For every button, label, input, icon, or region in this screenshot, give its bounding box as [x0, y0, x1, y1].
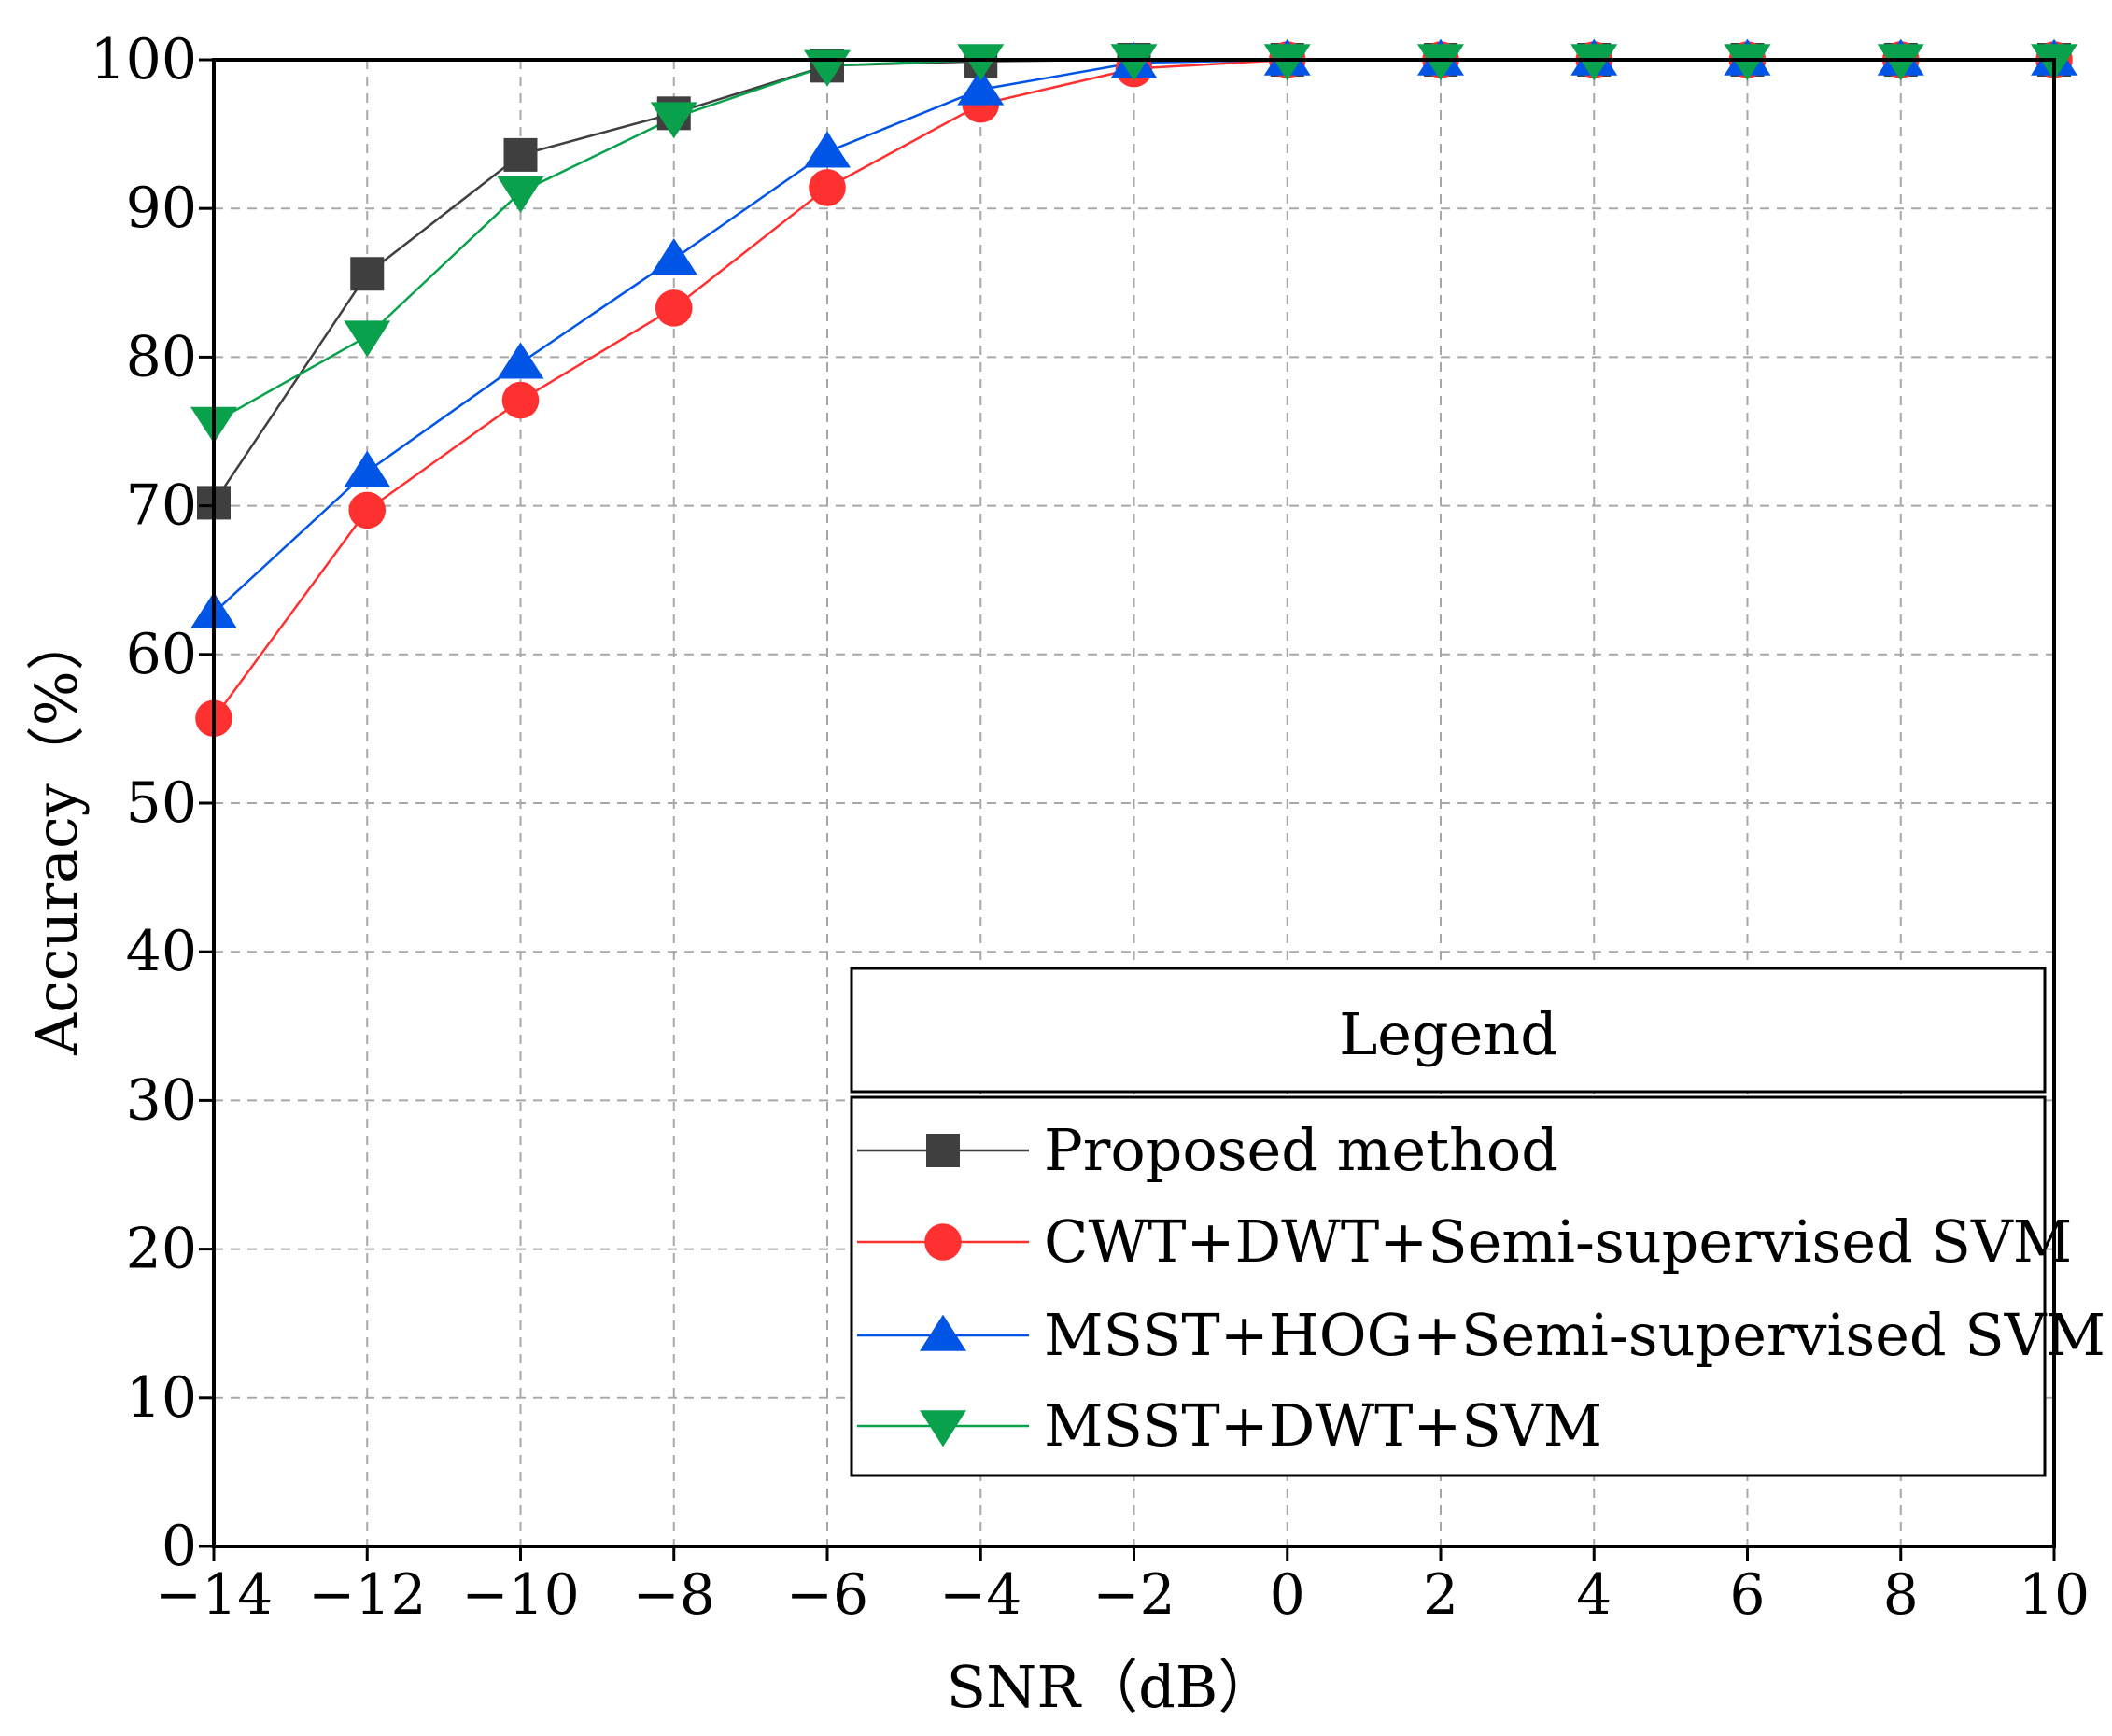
series-2-point: [348, 491, 387, 529]
x-tick-label: −10: [461, 1562, 580, 1628]
axis-ticks: [199, 58, 2056, 1561]
legend-marker-1: [926, 1134, 960, 1167]
y-tick-label: 40: [126, 919, 197, 984]
x-tick-label: 4: [1576, 1562, 1612, 1628]
series-4-point: [1417, 44, 1464, 81]
y-tick-label: 100: [90, 27, 197, 92]
x-axis-tick-labels: −14 −12 −10 −8 −6 −4 −2 0 2 4 6 8 10: [155, 1562, 2090, 1628]
series-4-point: [497, 176, 544, 214]
legend-title-box: [850, 967, 2047, 1094]
x-tick-label: −12: [308, 1562, 427, 1628]
series-3-point: [957, 68, 1005, 106]
series-4-point: [957, 44, 1005, 81]
legend-label-3: MSST+HOG+Semi-supervised SVM: [1044, 1301, 2105, 1369]
series-1-point: [503, 137, 538, 172]
x-tick-label: 6: [1729, 1562, 1765, 1628]
x-tick-label: 8: [1883, 1562, 1919, 1628]
y-tick-label: 70: [126, 473, 197, 539]
y-axis-tick-labels: 0 10 20 30 40 50 60 70 80 90 100: [90, 27, 197, 1579]
y-tick-label: 30: [126, 1067, 197, 1133]
x-tick-label: −8: [633, 1562, 715, 1628]
y-tick-label: 0: [162, 1514, 197, 1579]
y-tick-label: 50: [126, 770, 197, 836]
series-3-point: [650, 238, 697, 275]
y-tick-label: 10: [126, 1365, 197, 1431]
series-2-point: [501, 381, 540, 419]
x-tick-label: −14: [155, 1562, 274, 1628]
x-tick-label: 2: [1423, 1562, 1458, 1628]
legend-marker-2: [924, 1223, 962, 1261]
series-4-point: [1570, 44, 1618, 81]
x-tick-label: −4: [939, 1562, 1021, 1628]
y-axis-title: Accuracy（%）: [22, 613, 91, 1055]
grid-lines: [214, 60, 2054, 1546]
x-tick-label: −6: [786, 1562, 868, 1628]
legend-label-2: CWT+DWT+Semi-supervised SVM: [1044, 1207, 2072, 1276]
legend-label-4: MSST+DWT+SVM: [1044, 1391, 1602, 1460]
legend: Legend Proposed method CWT+DWT+Semi-superv…: [850, 967, 2105, 1477]
y-tick-label: 60: [126, 622, 197, 687]
legend-body-box: [850, 1095, 2047, 1477]
legend-marker-4: [920, 1410, 966, 1447]
x-axis-title: SNR（dB）: [947, 1653, 1276, 1721]
series-3-point: [497, 342, 544, 379]
series-4-point: [1724, 44, 1771, 81]
y-tick-label: 80: [126, 324, 197, 389]
y-tick-label: 90: [126, 176, 197, 241]
series-4-point: [1110, 44, 1158, 81]
series-4-point: [650, 102, 697, 139]
series-3-point: [344, 450, 391, 487]
series-1-point: [350, 257, 385, 291]
y-tick-label: 20: [126, 1217, 197, 1282]
series-2-point: [655, 289, 693, 327]
legend-title: Legend: [1339, 1000, 1557, 1068]
series-4-point: [1263, 44, 1311, 81]
x-tick-label: 10: [2019, 1562, 2090, 1628]
series-3-point: [804, 131, 851, 168]
series-2-point: [809, 169, 846, 206]
legend-label-1: Proposed method: [1044, 1116, 1558, 1184]
legend-marker-3: [920, 1314, 966, 1351]
x-tick-label: −2: [1092, 1562, 1175, 1628]
series-4-point: [1877, 44, 1924, 81]
series-4-point: [344, 320, 391, 358]
x-tick-label: 0: [1270, 1562, 1305, 1628]
